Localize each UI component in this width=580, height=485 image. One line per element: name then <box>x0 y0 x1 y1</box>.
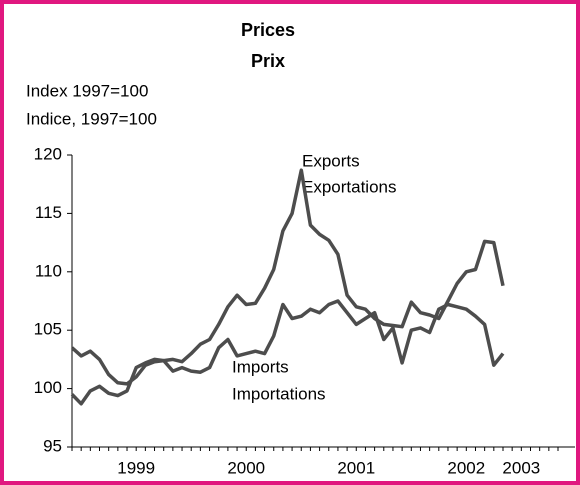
line <box>70 168 505 386</box>
y-tick-label: 105 <box>34 320 62 339</box>
y-tick-label: 100 <box>34 378 62 397</box>
annotation: Exports <box>302 151 360 170</box>
y-tick-label: 115 <box>35 203 62 222</box>
y-tick-label: 110 <box>35 261 62 280</box>
y-tick-label: 120 <box>34 144 62 163</box>
x-tick-label: 2002 <box>447 458 485 477</box>
y-tick-label: 95 <box>43 436 62 455</box>
annotation: Exportations <box>302 177 397 196</box>
x-tick-label: 2003 <box>502 458 540 477</box>
y-axis-label: Indice, 1997=100 <box>26 109 157 128</box>
annotation: Importations <box>232 384 326 403</box>
x-tick-label: 1999 <box>117 458 155 477</box>
x-tick-label: 2001 <box>337 458 375 477</box>
chart-title: Prices <box>241 20 295 40</box>
annotation: Imports <box>232 357 289 376</box>
line <box>70 299 505 406</box>
y-axis-label: Index 1997=100 <box>26 81 148 100</box>
chart-subtitle: Prix <box>251 51 285 71</box>
x-tick-label: 2000 <box>227 458 265 477</box>
